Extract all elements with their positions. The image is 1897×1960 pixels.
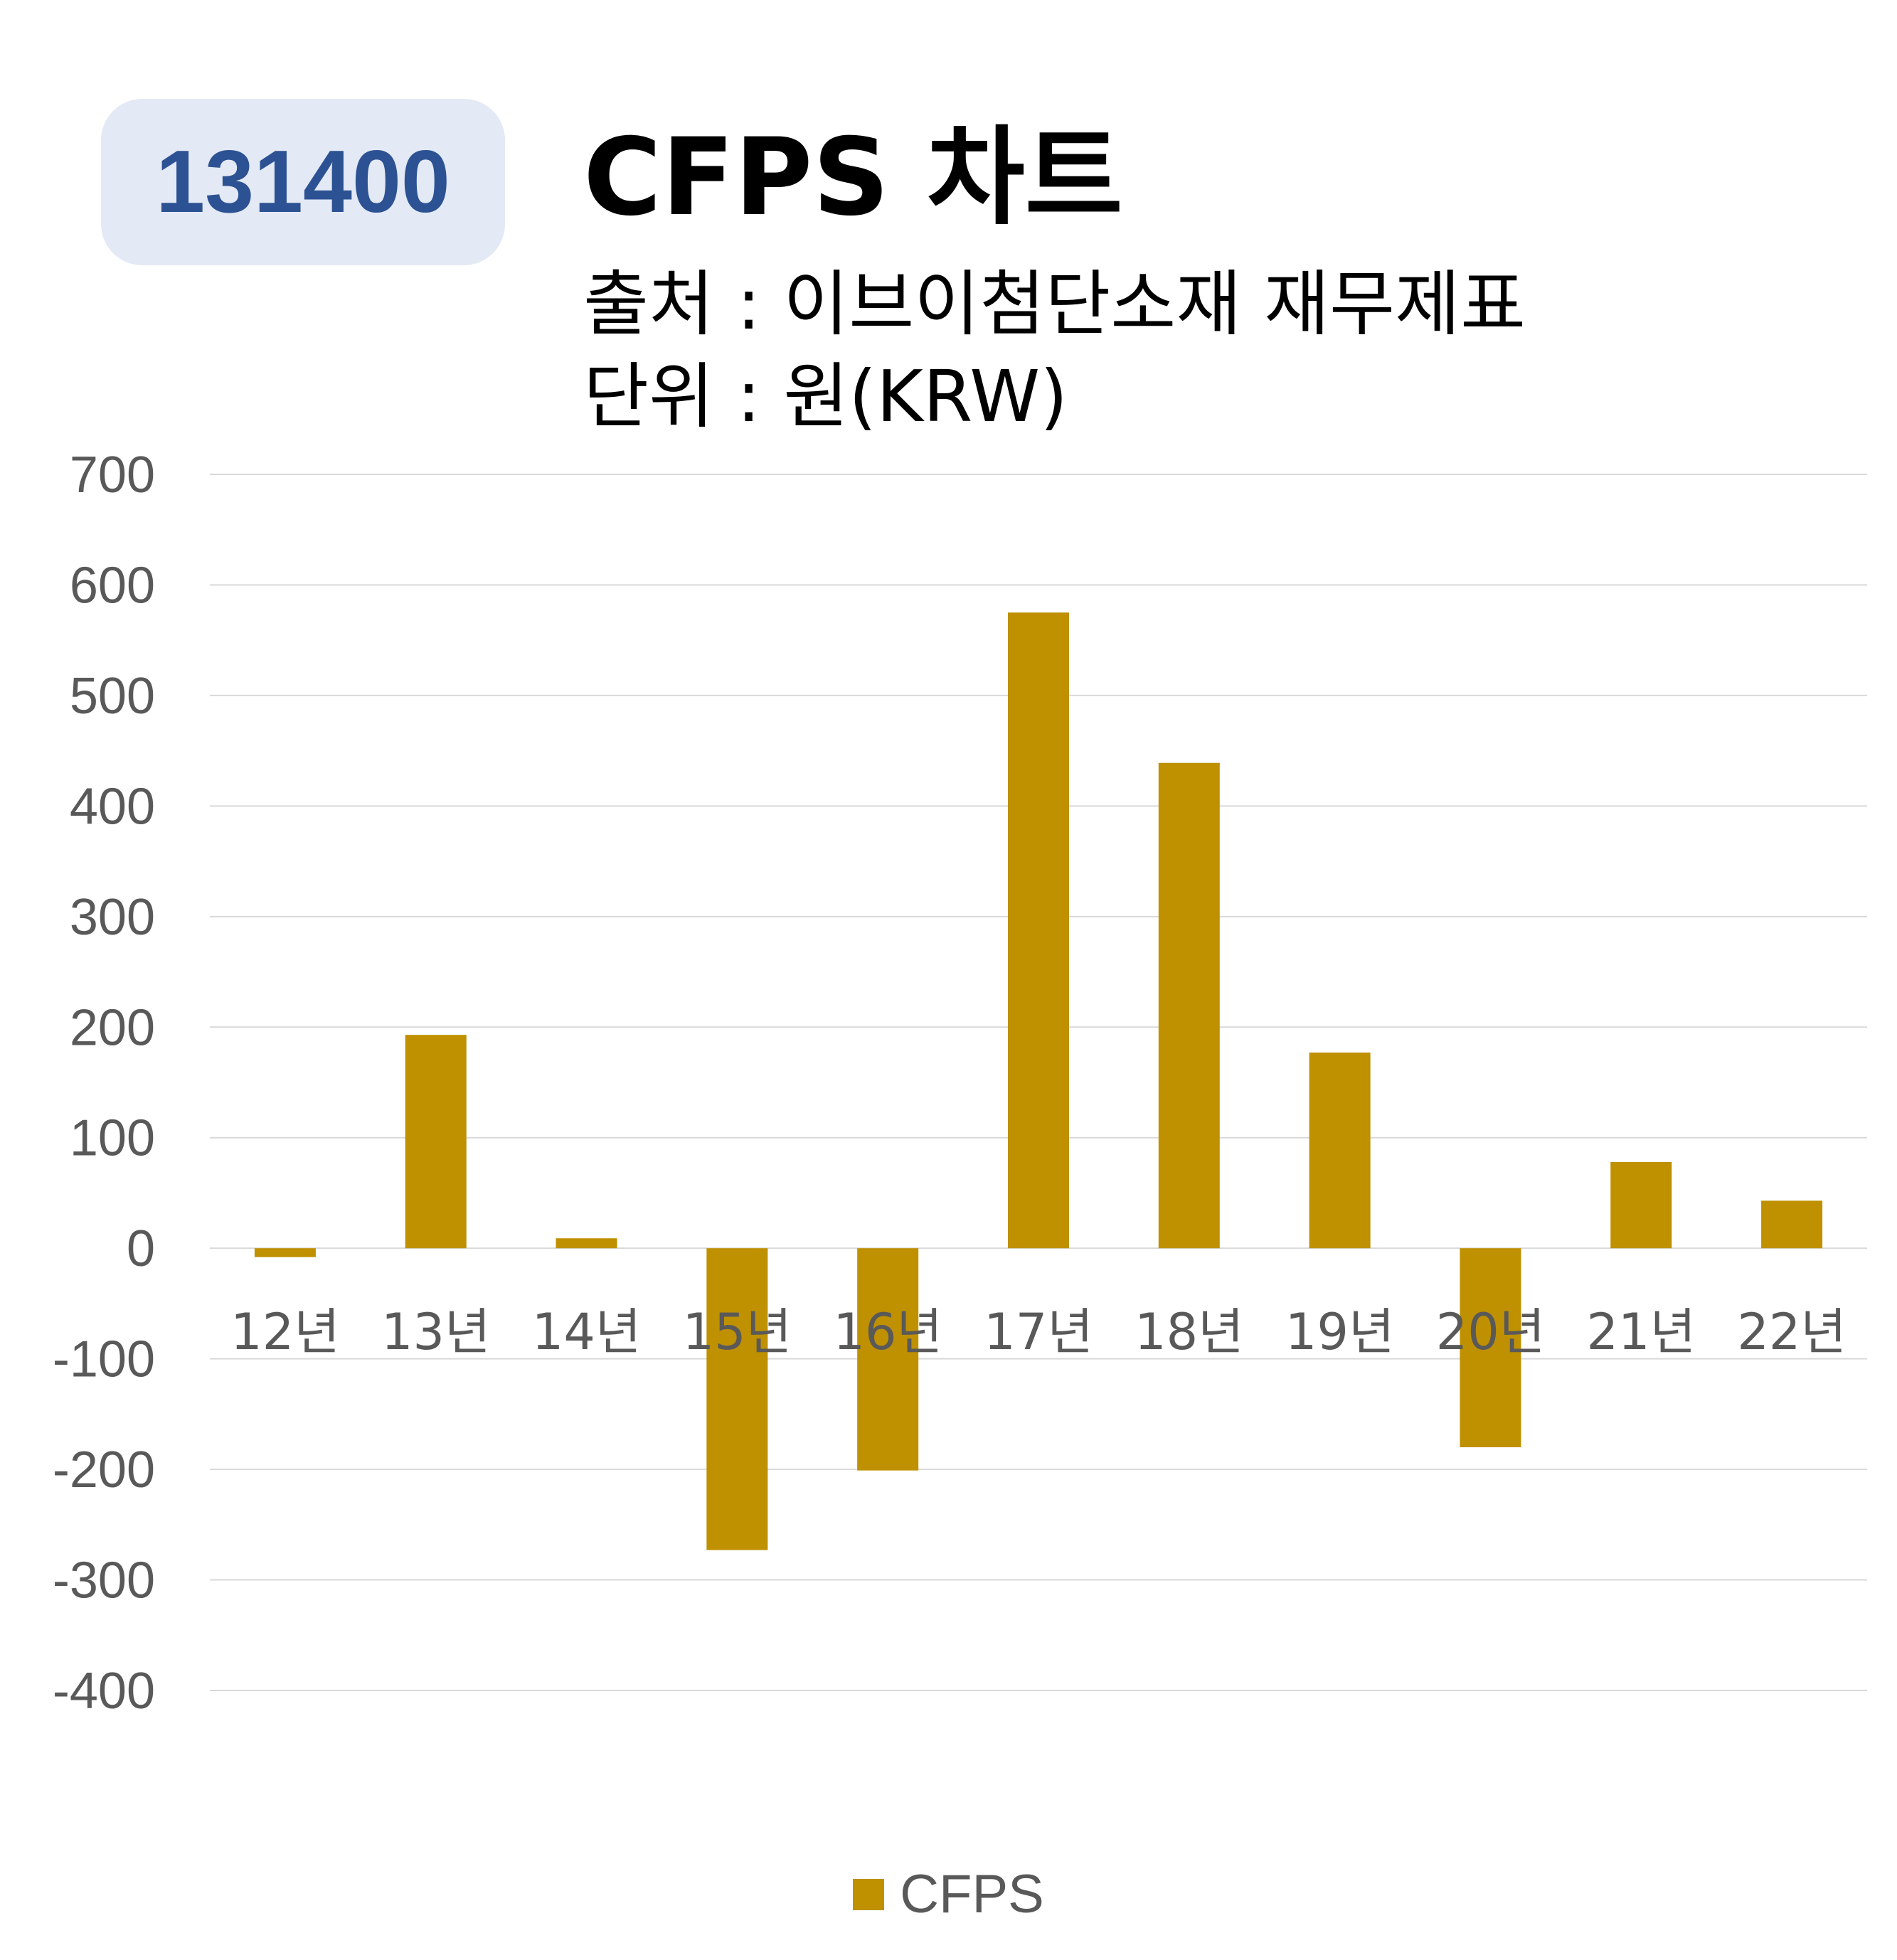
y-tick-label: 500	[70, 668, 155, 725]
bar-17년	[1008, 612, 1069, 1249]
bar-15년	[706, 1248, 768, 1550]
bar-14년	[556, 1238, 617, 1249]
y-tick-label: -400	[53, 1663, 155, 1720]
y-tick-label: 700	[70, 447, 155, 504]
x-tick-label: 16년	[833, 1303, 942, 1361]
legend-swatch	[853, 1878, 885, 1910]
x-tick-label: 18년	[1135, 1303, 1243, 1361]
x-axis-ticks: 12년 13년 14년 15년 16년 17년 18년 19년 20년 21년 22년	[230, 1303, 1846, 1361]
x-tick-label: 21년	[1587, 1303, 1696, 1361]
bar-12년	[254, 1248, 316, 1257]
bar-18년	[1158, 762, 1220, 1249]
stock-code-badge: 131400	[101, 99, 505, 265]
x-tick-label: 15년	[683, 1303, 792, 1361]
legend-label: CFPS	[900, 1864, 1044, 1924]
unit-text: 단위 : 원(KRW)	[583, 355, 1068, 438]
chart-title: CFPS 차트	[583, 116, 1123, 240]
bar-22년	[1761, 1200, 1823, 1249]
legend: CFPS	[0, 1863, 1897, 1925]
x-tick-label: 22년	[1737, 1303, 1846, 1361]
x-tick-label: 20년	[1436, 1303, 1545, 1361]
bar-13년	[405, 1035, 467, 1249]
y-tick-label: -100	[53, 1331, 155, 1388]
bar-21년	[1610, 1161, 1672, 1249]
y-axis-ticks: 700 600 500 400 300 200 100 0 -100 -200 -300 -400	[53, 447, 155, 1720]
y-tick-label: -200	[53, 1442, 155, 1498]
y-tick-label: 300	[70, 889, 155, 946]
y-tick-label: 400	[70, 778, 155, 835]
y-tick-label: 0	[127, 1220, 155, 1277]
x-tick-label: 19년	[1285, 1303, 1394, 1361]
bars	[254, 612, 1823, 1550]
x-tick-label: 13년	[381, 1303, 490, 1361]
y-tick-label: 200	[70, 999, 155, 1056]
y-tick-label: 100	[70, 1110, 155, 1167]
bar-19년	[1309, 1053, 1371, 1249]
bar-16년	[857, 1248, 919, 1471]
y-tick-label: 600	[70, 557, 155, 614]
source-text: 출처 : 이브이첨단소재 재무제표	[583, 262, 1526, 346]
bar-20년	[1460, 1248, 1521, 1447]
x-tick-label: 17년	[984, 1303, 1093, 1361]
x-tick-label: 12년	[230, 1303, 339, 1361]
x-tick-label: 14년	[532, 1303, 641, 1361]
y-tick-label: -300	[53, 1552, 155, 1609]
